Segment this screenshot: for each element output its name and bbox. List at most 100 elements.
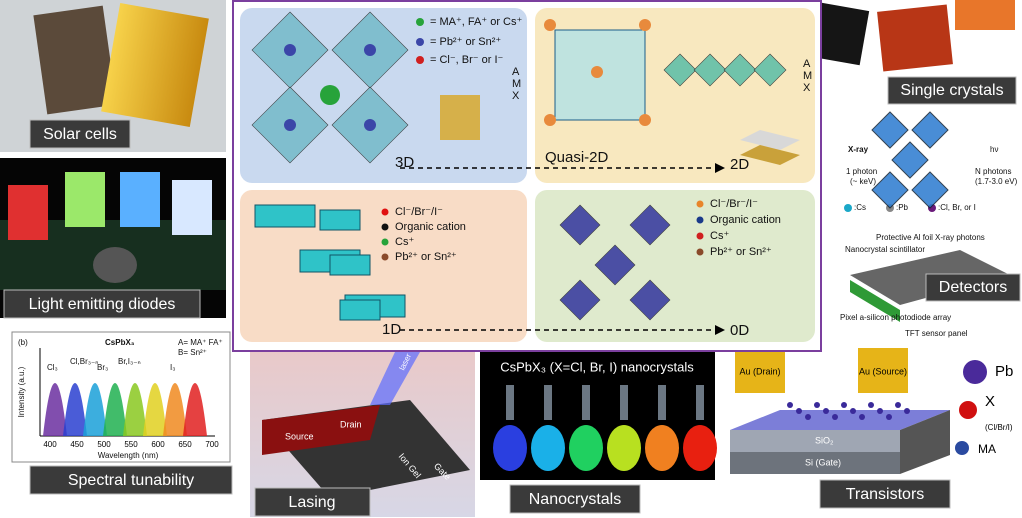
panel-0d — [535, 190, 815, 342]
amx-label: A — [512, 66, 520, 78]
spectrum-peak — [163, 383, 187, 436]
legend-dot — [696, 232, 704, 240]
octahedron — [723, 53, 757, 87]
caption: Solar cells — [43, 126, 117, 143]
xray-label: 1 photon — [846, 167, 877, 176]
si-layer — [730, 452, 900, 474]
lattice-atom — [787, 402, 793, 408]
cs-dot — [844, 204, 852, 212]
chain — [329, 254, 371, 276]
led-blue — [120, 172, 160, 227]
lattice-atom — [886, 414, 892, 420]
flask — [493, 425, 527, 471]
x-tick-label: 700 — [205, 440, 219, 449]
legend-text: :Pb — [896, 203, 909, 212]
spectrum-peak — [83, 383, 107, 436]
legend-text: (Cl/Br/I) — [985, 423, 1013, 432]
legend-text: Cs⁺ — [710, 230, 729, 242]
detector-label: Nanocrystal scintillator — [845, 245, 925, 254]
perovskite-film — [730, 410, 950, 430]
x-tick-label: 600 — [151, 440, 165, 449]
octahedron — [693, 53, 727, 87]
lasing-crystal — [262, 405, 380, 455]
amx-label: M — [803, 70, 812, 82]
sio2-layer — [730, 430, 900, 452]
pb-atom — [963, 360, 987, 384]
drain-pad — [735, 348, 785, 393]
spectrum-peak — [143, 383, 167, 436]
amx-label: X — [803, 82, 811, 94]
lattice-atom — [877, 408, 883, 414]
arrowhead — [715, 325, 725, 335]
layer — [740, 130, 800, 150]
caption: Transistors — [846, 486, 925, 503]
device-label: Source — [285, 431, 314, 441]
legend-dot — [696, 216, 704, 224]
octahedron — [629, 204, 671, 246]
x-tick-label: 450 — [70, 440, 84, 449]
layer — [740, 145, 800, 165]
atom — [639, 114, 651, 126]
legend-text: = Pb²⁺ or Sn²⁺ — [430, 36, 501, 48]
caption: Spectral tunability — [68, 472, 194, 489]
amx-label: A — [803, 58, 811, 70]
detector-label: Protective Al foil — [876, 233, 933, 242]
panel-tag: (b) — [18, 338, 28, 347]
legend-dot — [381, 208, 389, 216]
panel-1d — [240, 190, 527, 342]
a-ion — [320, 85, 340, 105]
legend-dot — [696, 248, 704, 256]
chain — [319, 209, 361, 231]
caption-box — [254, 487, 371, 517]
spectrum-peak — [43, 383, 67, 436]
laser-beam — [370, 352, 420, 405]
transistor-label: Si (Gate) — [805, 457, 841, 467]
octahedron — [911, 171, 949, 209]
legend-dot — [416, 18, 424, 26]
legend-text: Cl⁻/Br⁻/I⁻ — [710, 198, 758, 210]
legend-text: = MA⁺, FA⁺ or Cs⁺ — [430, 16, 522, 28]
legend-text: :Cs — [854, 203, 866, 212]
m-ion — [284, 44, 296, 56]
atom — [544, 19, 556, 31]
x-tick-label: 500 — [97, 440, 111, 449]
legend-dot — [416, 56, 424, 64]
flask-neck — [658, 385, 666, 420]
flask-neck — [506, 385, 514, 420]
legend-dot — [696, 200, 704, 208]
device-label: Drain — [340, 419, 362, 429]
legend-text: Cs⁺ — [395, 236, 414, 248]
lattice-atom — [895, 402, 901, 408]
panel-label: 0D — [730, 322, 749, 339]
caption: Lasing — [288, 494, 335, 511]
legend-dot — [381, 238, 389, 246]
amx-label: M — [512, 78, 521, 90]
octahedron — [911, 111, 949, 149]
legend-text: Organic cation — [395, 221, 466, 233]
octahedron — [559, 204, 601, 246]
cube-stack — [440, 95, 480, 140]
flask — [607, 425, 641, 471]
legend-text: Pb²⁺ or Sn²⁺ — [710, 246, 772, 258]
legend-dot — [381, 223, 389, 231]
flask-neck — [544, 385, 552, 420]
halide: Br,I₃₋ₙ — [118, 357, 141, 366]
caption: Light emitting diodes — [29, 296, 176, 313]
caption-box — [819, 479, 951, 509]
halide: Cl,Br₃₋ₙ — [70, 357, 98, 366]
lattice-atom — [805, 414, 811, 420]
halide: Br₃ — [97, 363, 108, 372]
spectrum-peak — [123, 383, 147, 436]
legend-text: :Cl, Br, or I — [938, 203, 976, 212]
caption-box — [887, 76, 1017, 105]
transistor-label: Au (Source) — [859, 366, 907, 376]
legend-text: Organic cation — [710, 214, 781, 226]
amx-label: X — [512, 90, 520, 102]
xray-label: N photons — [975, 167, 1011, 176]
led-green — [65, 172, 105, 227]
flask-neck — [582, 385, 590, 420]
caption: Nanocrystals — [529, 491, 621, 508]
side — [900, 410, 950, 474]
nanocrystal-title: CsPbX₃ (X=Cl, Br, I) nanocrystals — [500, 359, 694, 374]
